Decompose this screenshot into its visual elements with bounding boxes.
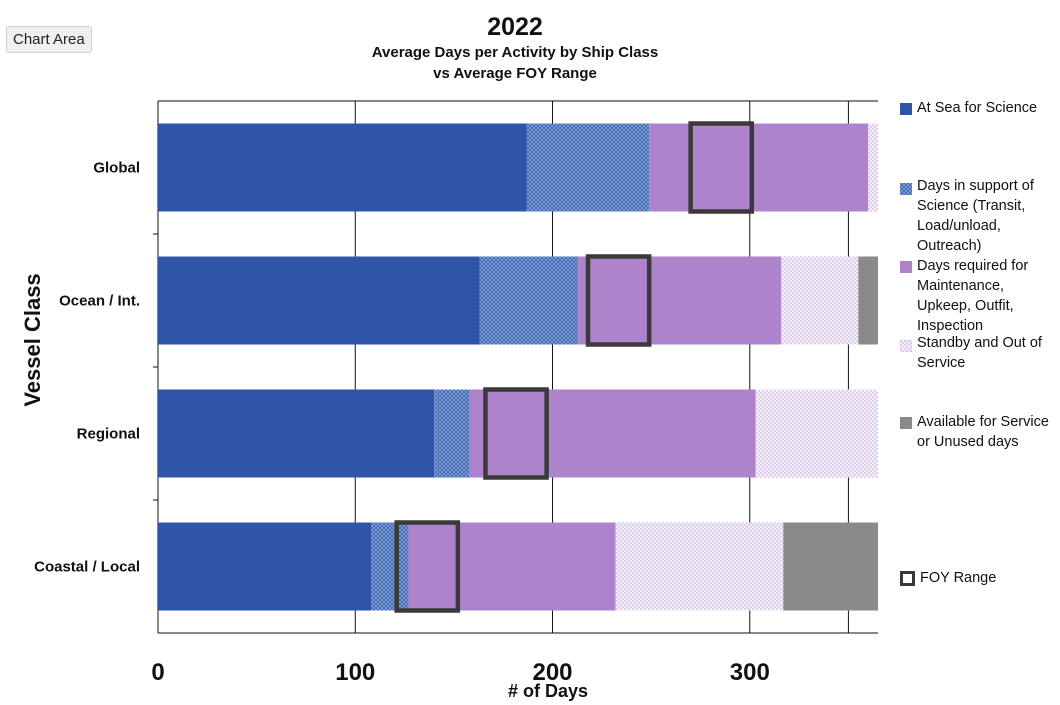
bar-segment-standby-2[interactable] [755,389,878,478]
legend-swatch-available [900,417,912,429]
chart-area-tooltip: Chart Area [6,26,92,53]
chart-subtitle-line-2: vs Average FOY Range [433,65,597,82]
bar-segment-days-0[interactable] [649,123,869,212]
legend-label-available: Available for Service or Unused days [917,414,1049,450]
x-tick-label: 200 [532,659,572,686]
chart-subtitle-line-1: Average Days per Activity by Ship Class [371,44,659,61]
legend-label-support: Days in support of Science (Transit, Loa… [917,178,1034,254]
legend-item-standby: Standby and Out of Service [899,333,1060,373]
legend-label-foy: FOY Range [920,570,997,586]
x-tick-label: 100 [335,659,375,686]
legend-item-maintenance: Days required for Maintenance, Upkeep, O… [900,256,1060,336]
x-tick-label: 0 [151,659,164,686]
foy-range-box[interactable] [483,387,549,480]
bar-segment-at-0[interactable] [158,123,527,212]
legend-swatch-foy [900,571,915,586]
y-axis-title-container: Vessel Class [20,273,45,406]
legend-item-available: Available for Service or Unused days [900,412,1060,452]
bar-segment-available-3[interactable] [783,522,878,611]
foy-range-box[interactable] [394,520,461,613]
foy-range-box[interactable] [585,254,652,347]
legend-label-standby: Standby and Out of Service [917,335,1042,371]
foy-range-layer [394,121,755,613]
legend-item-support: Days in support of Science (Transit, Loa… [900,176,1060,256]
bar-segment-available-1[interactable] [858,256,878,345]
bar-segment-days-3[interactable] [371,522,409,611]
bar-segment-days-2[interactable] [469,389,756,478]
bar-segment-days-1[interactable] [479,256,579,345]
legend-label-maintenance: Days required for Maintenance, Upkeep, O… [917,258,1029,334]
legend-label-at-sea: At Sea for Science [917,100,1038,116]
y-tick-label: Global [93,160,140,177]
bar-segment-at-1[interactable] [158,256,480,345]
legend-item-at-sea: At Sea for Science [900,98,1037,118]
bar-segment-standby-3[interactable] [615,522,784,611]
bar-segment-days-3[interactable] [408,522,616,611]
y-tick-label: Coastal / Local [34,559,140,576]
legend-swatch-standby [899,338,913,353]
bar-segment-standby-0[interactable] [868,123,878,212]
legend-item-foy: FOY Range [900,568,996,588]
legend-swatch-at-sea [900,103,912,115]
foy-range-box[interactable] [688,121,755,214]
bar-segment-at-3[interactable] [158,522,372,611]
legend-swatch-maintenance [900,261,912,273]
bar-segment-at-2[interactable] [158,389,435,478]
chart-title: 2022 [487,13,543,41]
bars-layer [158,123,878,611]
x-axis-title: # of Days [508,681,588,701]
legend-swatch-support [900,181,912,195]
bar-segment-days-2[interactable] [434,389,470,478]
bar-segment-days-0[interactable] [526,123,650,212]
bar-segment-days-1[interactable] [578,256,782,345]
x-tick-label: 300 [730,659,770,686]
y-axis-title: Vessel Class [20,273,45,406]
y-tick-label: Regional [77,426,140,443]
bar-segment-standby-1[interactable] [781,256,859,345]
grid-layer [153,100,878,634]
chart-title-block: 2022 Average Days per Activity by Ship C… [300,12,730,84]
